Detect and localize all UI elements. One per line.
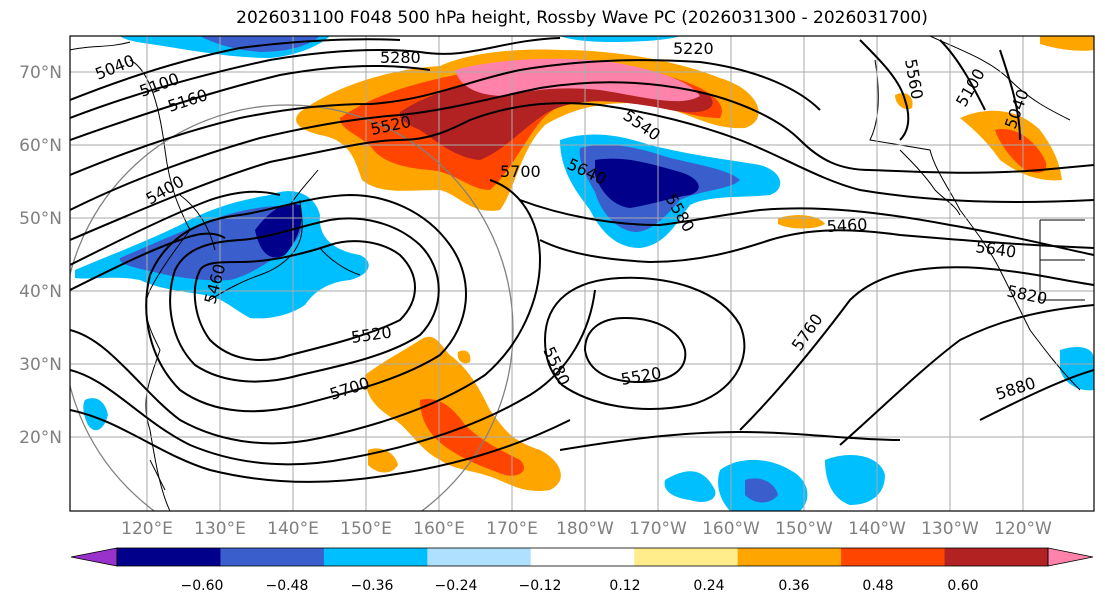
lon-tick-label: 180°W [556,519,614,539]
lon-tick-label: 140°E [267,519,319,539]
map-title: 2026031100 F048 500 hPa height, Rossby W… [236,8,928,28]
lat-tick-label: 60°N [19,136,62,156]
colorbar-segment [220,548,325,566]
colorbar-segment [841,548,946,566]
lon-tick-label: 170°E [486,519,538,539]
lat-tick-label: 40°N [19,282,62,302]
colorbar-outline [116,547,1049,567]
coastlines [70,36,1085,511]
colorbar-ticks: −0.60 −0.48 −0.36 −0.24 −0.12 0.12 0.24 … [181,578,979,594]
lon-tick-label: 160°W [702,519,760,539]
longitude-axis: 120°E 130°E 140°E 150°E 160°E 170°E 180°… [121,519,1052,539]
colorbar-tick-label: −0.36 [351,578,394,594]
lat-tick-label: 30°N [19,355,62,375]
contour-label: 5220 [673,39,714,58]
latitude-axis: 70°N 60°N 50°N 40°N 30°N 20°N [19,63,62,448]
colorbar-tick-label: 0.36 [778,578,809,594]
contour-label: 5280 [380,48,421,67]
colorbar-segment [634,548,739,566]
colorbar [70,547,1094,567]
colorbar-tick-label: −0.12 [519,578,562,594]
contour-label: 5700 [500,162,541,181]
map-frame [69,35,1095,512]
lon-tick-label: 120°E [121,519,173,539]
colorbar-tick-label: −0.48 [266,578,309,594]
colorbar-tick-label: −0.24 [435,578,478,594]
colorbar-extend-low [70,547,118,567]
colorbar-segment [737,548,842,566]
lon-tick-label: 140°W [848,519,906,539]
colorbar-segment [323,548,428,566]
lon-tick-label: 120°W [994,519,1052,539]
lon-tick-label: 130°E [194,519,246,539]
colorbar-segment [117,548,221,566]
colorbar-tick-label: −0.60 [181,578,224,594]
lat-tick-label: 20°N [19,428,62,448]
colorbar-segment [530,548,635,566]
lon-tick-label: 150°E [340,519,392,539]
colorbar-tick-label: 0.60 [947,578,978,594]
height-contours [70,37,1094,483]
lat-tick-label: 70°N [19,63,62,83]
negative-anomaly-patches [75,36,1094,511]
colorbar-extend-high [1047,547,1094,567]
gridlines [70,36,1094,511]
lon-tick-label: 130°W [921,519,979,539]
colorbar-tick-label: 0.24 [693,578,724,594]
lon-tick-label: 170°W [629,519,687,539]
colorbar-segment [427,548,532,566]
colorbar-segment [944,548,1049,566]
region-circle [70,104,514,511]
lon-tick-label: 160°E [413,519,465,539]
colorbar-tick-label: 0.48 [862,578,893,594]
contour-label: 5460 [826,215,868,236]
lon-tick-label: 150°W [775,519,833,539]
lat-tick-label: 50°N [19,209,62,229]
colorbar-tick-label: 0.12 [609,578,640,594]
